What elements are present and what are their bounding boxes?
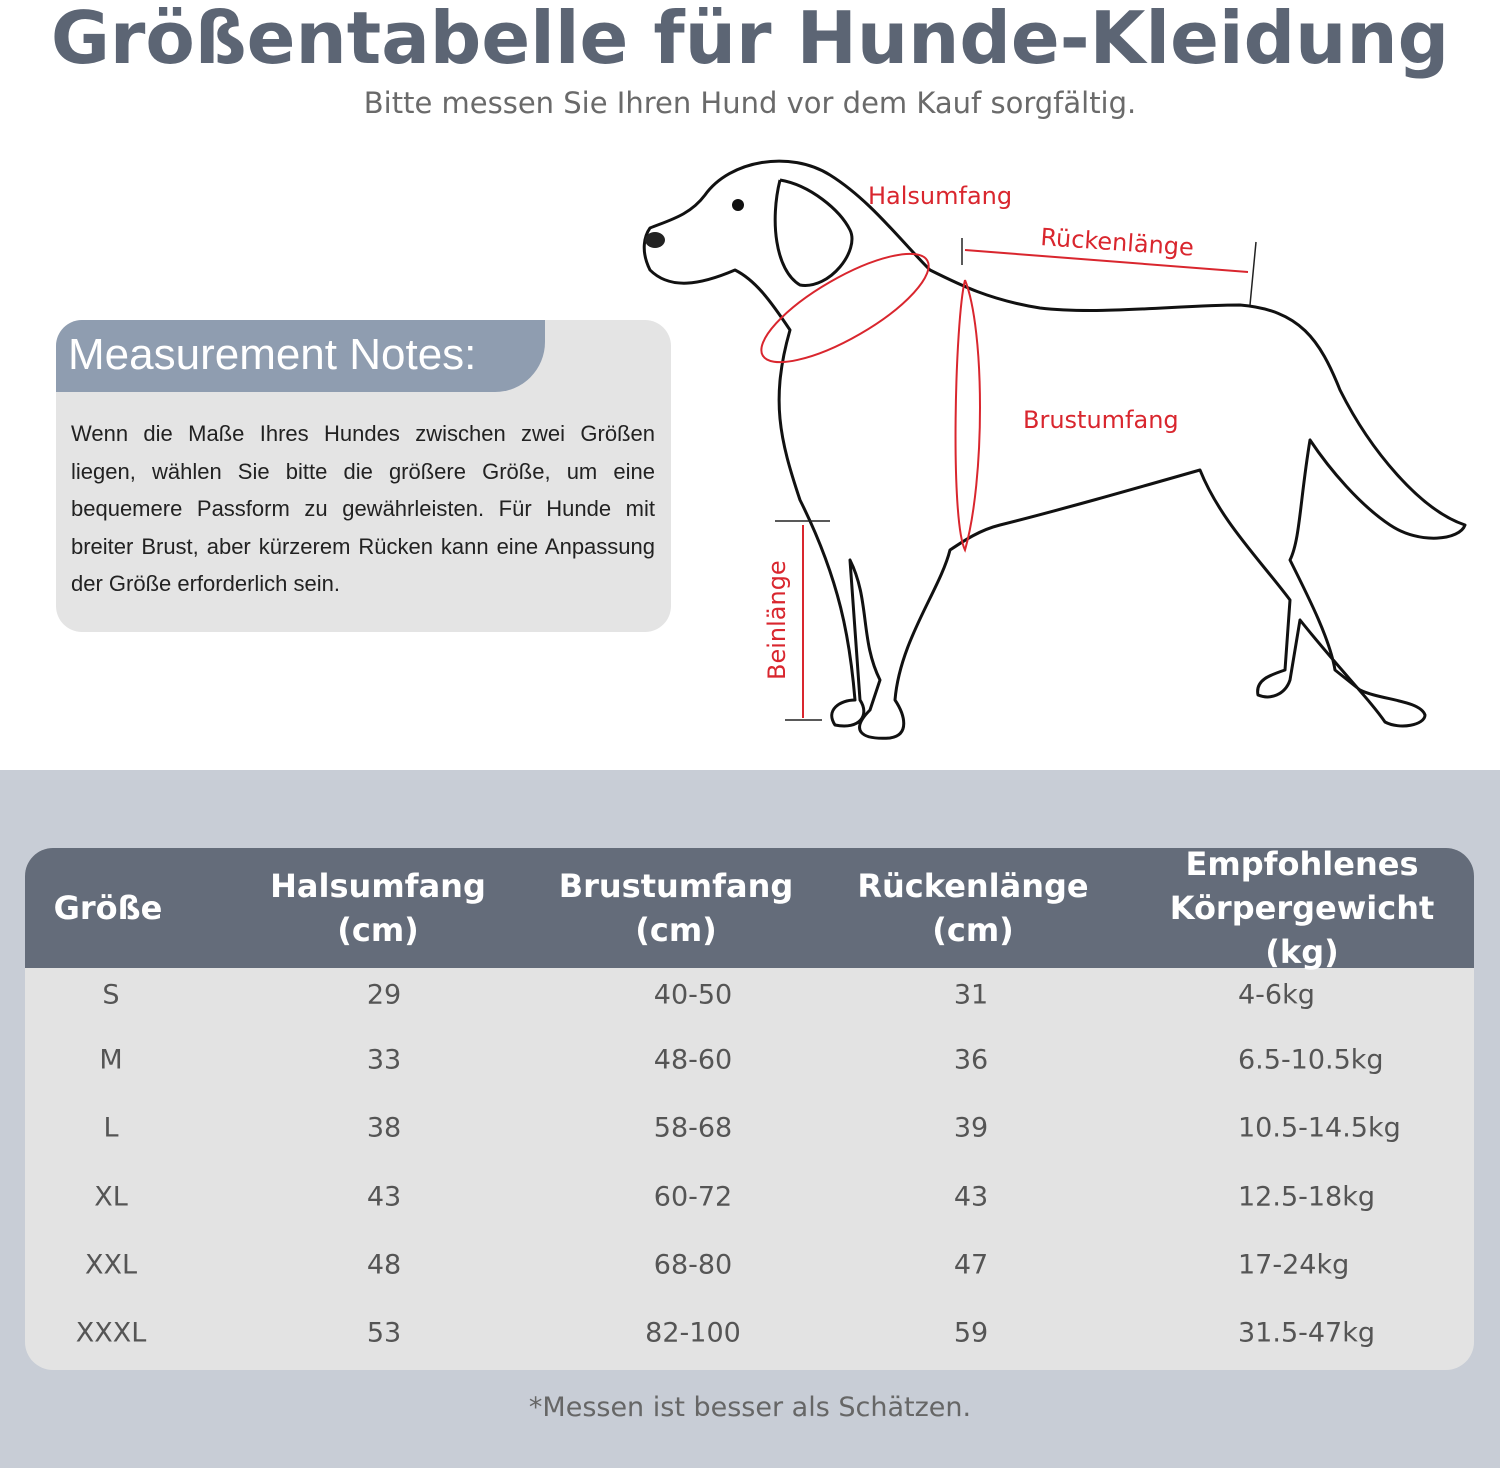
- neck-measure-loop: [760, 252, 930, 364]
- cell-weight: 17-24kg: [1238, 1249, 1350, 1281]
- label-neck: Halsumfang: [868, 182, 1012, 210]
- cell-back: 43: [953, 1181, 989, 1213]
- cell-size: L: [103, 1112, 119, 1144]
- cell-back: 59: [953, 1317, 989, 1349]
- size-table: Größe Halsumfang (cm) Brustumfang (cm) R…: [25, 848, 1474, 1370]
- notes-body: Wenn die Maße Ihres Hundes zwischen zwei…: [71, 421, 655, 596]
- cell-weight: 12.5-18kg: [1238, 1181, 1375, 1213]
- back-tick-right: [1249, 241, 1257, 306]
- measurement-notes: Measurement Notes: Wenn die Maße Ihres H…: [56, 320, 671, 632]
- cell-size: XXL: [84, 1249, 138, 1281]
- dog-outline: [642, 159, 1467, 740]
- cell-weight: 6.5-10.5kg: [1238, 1044, 1384, 1076]
- cell-back: 36: [953, 1044, 989, 1076]
- cell-chest: 48-60: [653, 1044, 733, 1076]
- header-back: Rückenlänge (cm): [857, 867, 1089, 949]
- label-chest: Brustumfang: [1023, 406, 1179, 434]
- cell-chest: 82-100: [645, 1317, 741, 1349]
- header-weight: Empfohlenes Körpergewicht (kg): [1169, 848, 1435, 971]
- cell-weight: 31.5-47kg: [1238, 1317, 1375, 1349]
- cell-neck: 33: [366, 1044, 402, 1076]
- dog-measurement-diagram: Halsumfang Rückenlänge Brustumfang Beinl…: [642, 159, 1467, 740]
- cell-chest: 68-80: [653, 1249, 733, 1281]
- cell-weight: 4-6kg: [1238, 979, 1315, 1011]
- page-title: Größentabelle für Hunde-Kleidung: [50, 0, 1450, 80]
- notes-heading: Measurement Notes:: [56, 320, 545, 392]
- header-chest: Brustumfang (cm): [558, 867, 794, 949]
- cell-back: 47: [953, 1249, 989, 1281]
- cell-neck: 53: [366, 1317, 402, 1349]
- cell-neck: 48: [366, 1249, 402, 1281]
- cell-chest: 40-50: [653, 979, 733, 1011]
- dog-ear: [773, 178, 854, 287]
- cell-size: S: [102, 979, 120, 1011]
- header-neck: Halsumfang (cm): [270, 867, 486, 949]
- chest-measure-loop: [954, 279, 981, 553]
- cell-chest: 58-68: [653, 1112, 733, 1144]
- cell-neck: 29: [366, 979, 402, 1011]
- footer-note: *Messen ist besser als Schätzen.: [528, 1392, 972, 1423]
- cell-neck: 38: [366, 1112, 402, 1144]
- cell-size: XXXL: [75, 1317, 147, 1349]
- cell-size: XL: [94, 1181, 128, 1213]
- cell-size: M: [99, 1044, 123, 1076]
- label-back: Rückenlänge: [1040, 223, 1195, 262]
- cell-back: 31: [953, 979, 989, 1011]
- cell-chest: 60-72: [653, 1181, 733, 1213]
- dog-nose: [645, 232, 665, 248]
- cell-weight: 10.5-14.5kg: [1238, 1112, 1401, 1144]
- page-subtitle: Bitte messen Sie Ihren Hund vor dem Kauf…: [363, 86, 1137, 120]
- table-header: Größe Halsumfang (cm) Brustumfang (cm) R…: [25, 848, 1474, 971]
- dog-eye: [732, 199, 744, 211]
- header-size: Größe: [53, 889, 163, 927]
- back-measure-arrow: [964, 249, 1249, 273]
- label-leg: Beinlänge: [763, 560, 791, 680]
- cell-neck: 43: [366, 1181, 402, 1213]
- cell-back: 39: [953, 1112, 989, 1144]
